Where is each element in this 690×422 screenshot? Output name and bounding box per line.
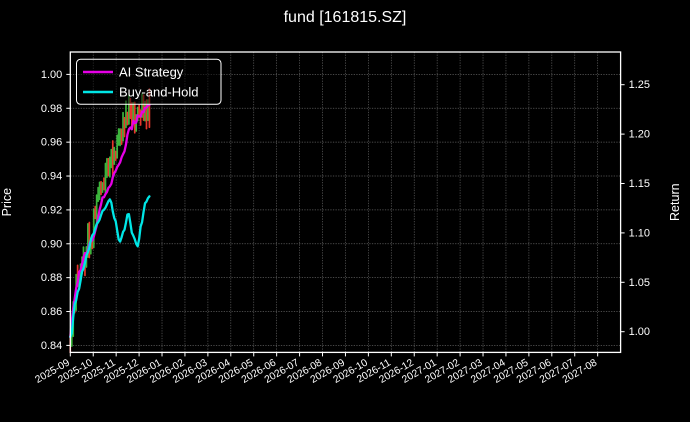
svg-text:0.88: 0.88: [41, 272, 62, 284]
svg-text:0.94: 0.94: [41, 171, 62, 183]
svg-text:1.10: 1.10: [629, 227, 650, 239]
svg-text:0.86: 0.86: [41, 306, 62, 318]
svg-text:AI Strategy: AI Strategy: [119, 64, 184, 79]
svg-text:Buy-and-Hold: Buy-and-Hold: [119, 84, 199, 99]
svg-text:0.96: 0.96: [41, 137, 62, 149]
svg-text:0.90: 0.90: [41, 238, 62, 250]
svg-text:0.98: 0.98: [41, 103, 62, 115]
svg-text:1.05: 1.05: [629, 277, 650, 289]
svg-text:0.92: 0.92: [41, 204, 62, 216]
svg-text:Price: Price: [0, 188, 14, 217]
svg-text:1.00: 1.00: [41, 69, 62, 81]
svg-text:1.00: 1.00: [629, 326, 650, 338]
svg-text:1.25: 1.25: [629, 79, 650, 91]
svg-text:1.20: 1.20: [629, 129, 650, 141]
svg-text:0.84: 0.84: [41, 340, 62, 352]
svg-text:Return: Return: [668, 183, 682, 221]
svg-text:1.15: 1.15: [629, 178, 650, 190]
